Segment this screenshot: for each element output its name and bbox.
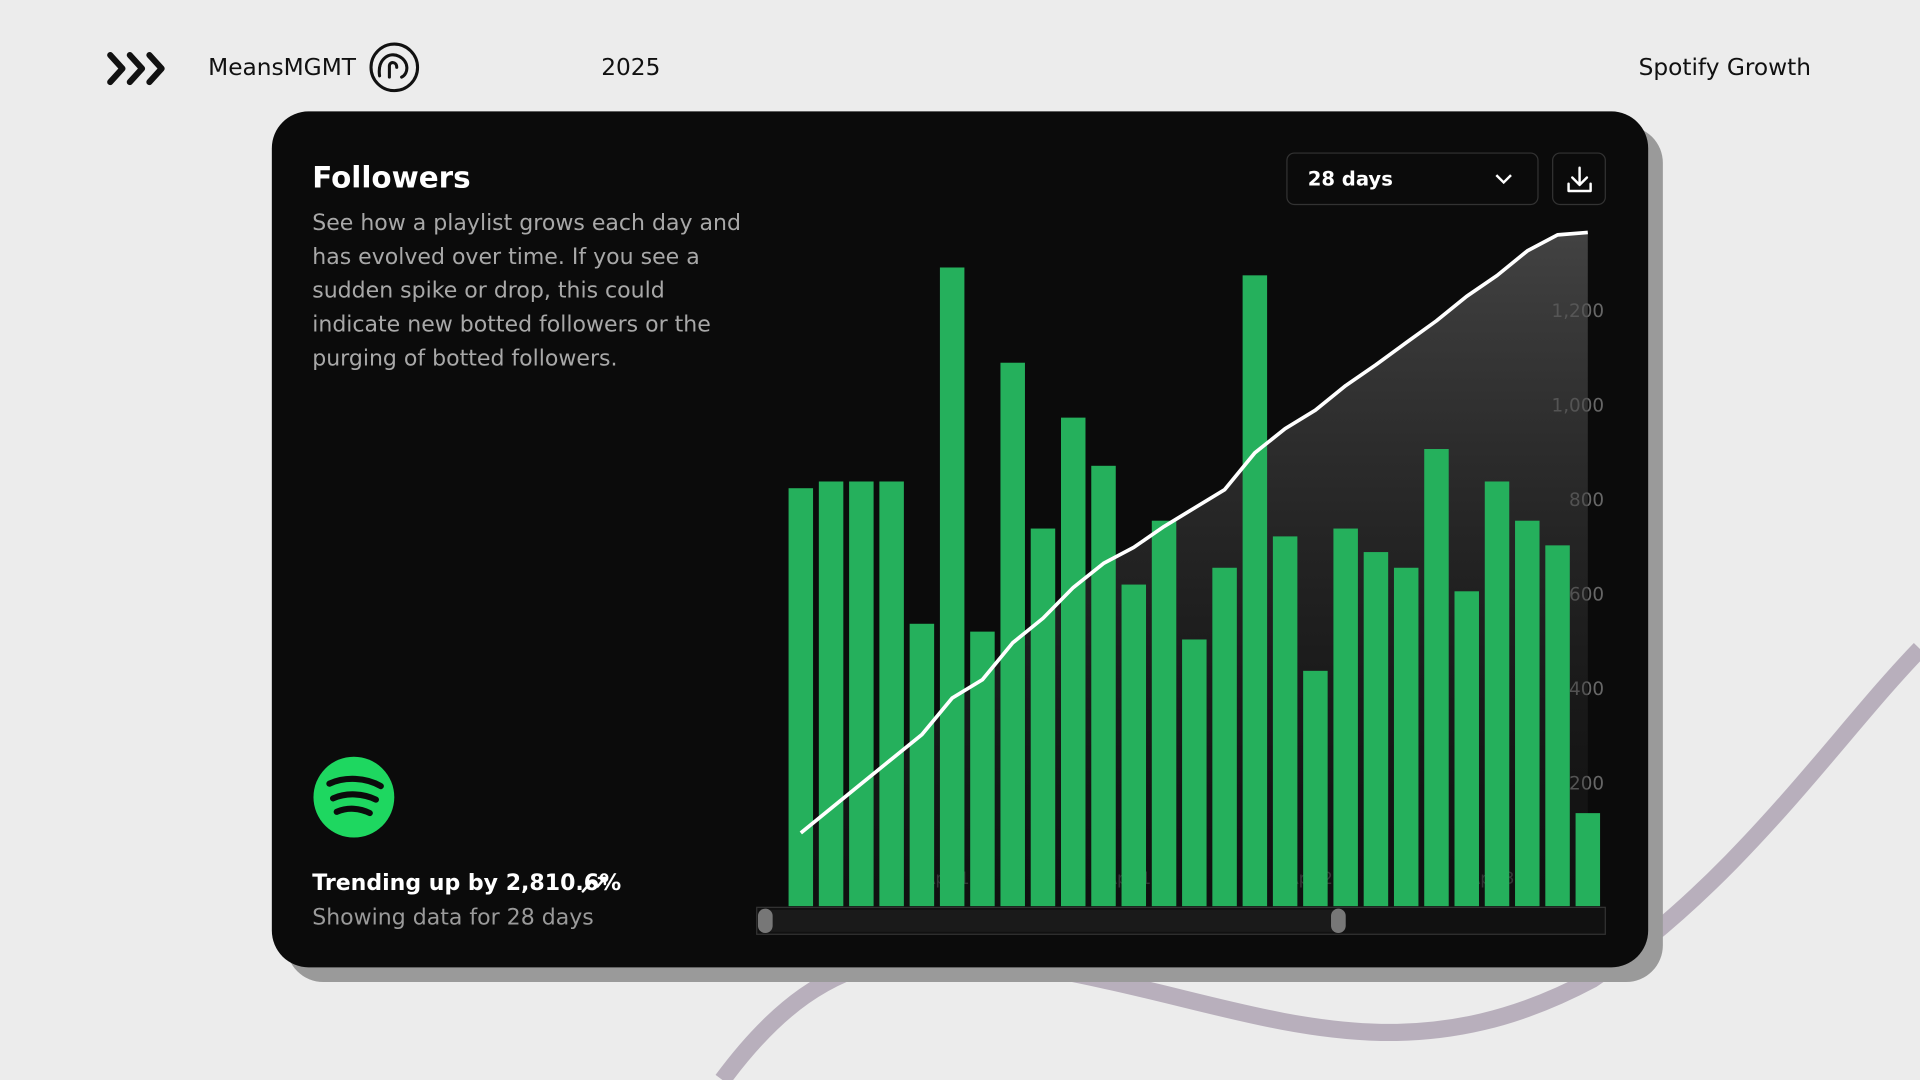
bar (818, 481, 844, 907)
card-title: Followers (312, 160, 470, 194)
bar (1242, 275, 1268, 907)
range-select-label[interactable]: 28 days (1308, 168, 1393, 191)
bar (1575, 813, 1601, 907)
line-area (800, 232, 1588, 907)
bar (1121, 584, 1147, 907)
bar (939, 267, 965, 907)
bar (970, 631, 995, 907)
bar (1091, 465, 1116, 907)
bar (1212, 567, 1237, 907)
line (799, 230, 1588, 835)
spotify-logo (313, 756, 395, 838)
bar (1545, 545, 1570, 907)
description-line: purging of botted followers. (312, 346, 617, 371)
bar (1424, 448, 1449, 907)
trend-text: Trending up by 2,810.6% (312, 871, 621, 896)
bar (879, 481, 904, 907)
brand-name: MeansMGMT (208, 54, 357, 81)
bar (1333, 528, 1358, 907)
bar (1060, 417, 1086, 907)
description-line: indicate new botted followers or the (312, 312, 711, 337)
slider-handle[interactable] (757, 908, 773, 934)
range-slider[interactable] (756, 906, 1606, 935)
chart: 2004006008001,0001,200Apr 10Apr 17Apr 24… (788, 230, 1604, 907)
download-button[interactable] (1552, 152, 1606, 206)
brand-logo (369, 42, 420, 93)
range-select[interactable]: 28 days (1286, 152, 1539, 206)
description-line: has evolved over time. If you see a (312, 245, 699, 270)
bar (1484, 481, 1510, 907)
page-title: Spotify Growth (1639, 54, 1811, 81)
footnote: Showing data for 28 days (312, 905, 593, 930)
bar (1182, 639, 1207, 907)
description-line: See how a playlist grows each day and (312, 211, 741, 236)
bar (1030, 528, 1056, 907)
brand-icon (107, 52, 165, 86)
description-line: sudden spike or drop, this could (312, 279, 664, 304)
trend-icon (581, 876, 607, 893)
chevron-icon (1495, 174, 1512, 185)
bar (1151, 520, 1177, 907)
header: MeansMGMT 2025 Spotify Growth (107, 42, 1811, 93)
bar (1393, 567, 1419, 907)
bar (1454, 591, 1479, 907)
range-select-box[interactable] (1286, 152, 1539, 206)
bar (1303, 670, 1328, 907)
bar (1515, 520, 1540, 907)
bar (1272, 536, 1298, 907)
bar (788, 488, 814, 907)
card-description: See how a playlist grows each day and has… (312, 211, 741, 371)
slider-handle[interactable] (1331, 908, 1346, 934)
bar (849, 481, 874, 907)
bar (1363, 552, 1389, 907)
year: 2025 (601, 54, 660, 81)
bar (909, 623, 935, 907)
slider-window[interactable] (765, 909, 1339, 932)
download-icon (1567, 166, 1592, 193)
